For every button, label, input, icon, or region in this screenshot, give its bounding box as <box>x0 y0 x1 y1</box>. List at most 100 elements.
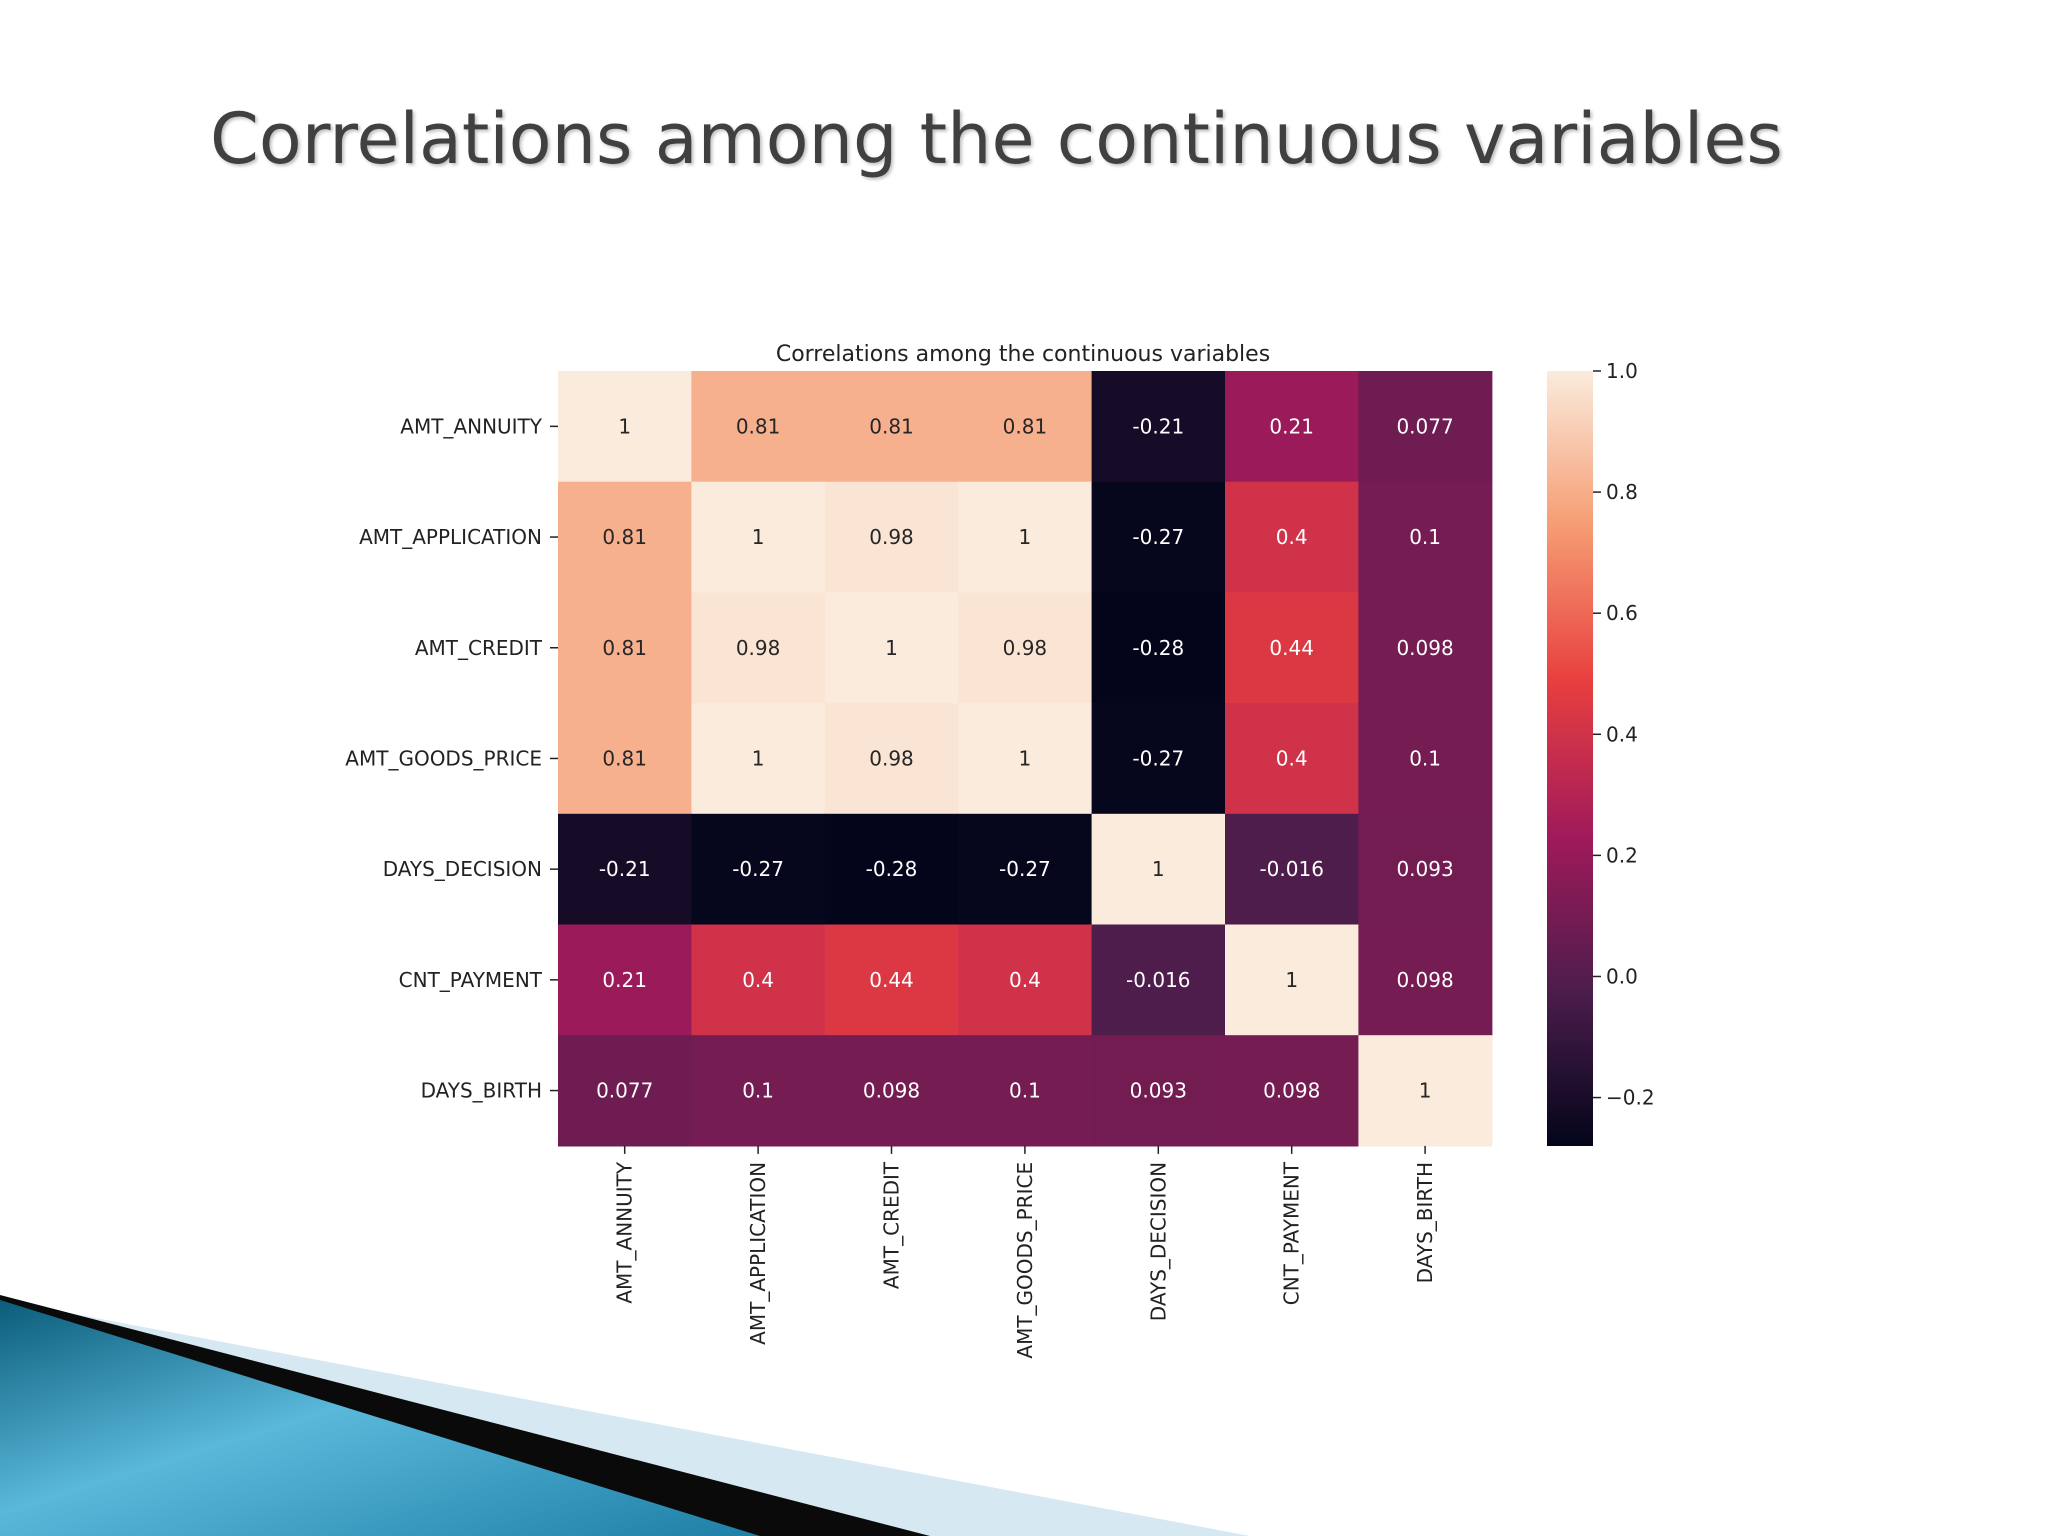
cell-value-label: 0.098 <box>1396 636 1453 660</box>
x-tick-label: AMT_CREDIT <box>880 1161 904 1289</box>
cell-value-label: 0.81 <box>869 414 914 438</box>
heatmap-cell <box>824 592 959 704</box>
cell-value-label: 0.098 <box>863 1079 920 1103</box>
cell-value-label: 0.98 <box>736 636 781 660</box>
heatmap-cell <box>1358 1035 1493 1147</box>
heatmap-cell <box>1358 924 1493 1036</box>
cell-value-label: -0.016 <box>1259 857 1323 881</box>
heatmap-cell <box>558 592 692 704</box>
heatmap-cell <box>558 924 692 1036</box>
heatmap-cell <box>1091 1035 1226 1147</box>
heatmap-cell <box>958 1035 1093 1147</box>
heatmap-cell <box>1225 703 1359 815</box>
heatmap-cell <box>1091 924 1226 1036</box>
colorbar-gradient <box>1547 371 1593 1146</box>
cell-value-label: 0.81 <box>602 746 647 770</box>
cell-value-label: -0.28 <box>1132 636 1184 660</box>
x-tick-label: DAYS_BIRTH <box>1413 1162 1437 1283</box>
cell-value-label: -0.21 <box>599 857 651 881</box>
x-tick-label: DAYS_DECISION <box>1146 1162 1170 1321</box>
colorbar-tick-label: 0.6 <box>1606 601 1638 625</box>
heatmap-cell <box>1358 703 1493 815</box>
cell-value-label: 0.098 <box>1263 1079 1320 1103</box>
heatmap-cell <box>1091 703 1226 815</box>
heatmap-cell <box>558 1035 692 1147</box>
heatmap-cell <box>691 703 826 815</box>
heatmap-cell <box>824 1035 959 1147</box>
cell-value-label: 0.44 <box>869 968 914 992</box>
cell-value-label: 0.4 <box>742 968 774 992</box>
colorbar-tick-label: −0.2 <box>1606 1086 1655 1110</box>
cell-value-label: 0.4 <box>1009 968 1041 992</box>
cell-value-label: 1 <box>752 525 765 549</box>
cell-value-label: -0.27 <box>999 857 1051 881</box>
heatmap-cell <box>1091 371 1226 483</box>
y-axis: AMT_ANNUITY AMT_APPLICATION AMT_CREDIT AMT_… <box>345 414 558 1103</box>
colorbar-tick-label: 0.2 <box>1606 843 1638 867</box>
heatmap-cell <box>1358 371 1493 483</box>
cell-value-label: -0.27 <box>732 857 784 881</box>
cell-value-label: 1 <box>1152 857 1165 881</box>
heatmap-cell <box>1358 481 1493 593</box>
heatmap-cell <box>958 813 1093 926</box>
cell-value-label: 0.1 <box>1409 746 1441 770</box>
x-tick-label: AMT_ANNUITY <box>613 1161 637 1304</box>
heatmap-cell <box>1091 481 1226 593</box>
x-axis: AMT_ANNUITY AMT_APPLICATION AMT_CREDIT AMT_… <box>613 1145 1437 1359</box>
cell-value-label: 0.98 <box>869 746 914 770</box>
cell-value-label: 1 <box>1419 1079 1432 1103</box>
cell-value-label: 1 <box>1019 525 1032 549</box>
heatmap-cell <box>691 924 826 1036</box>
cell-value-label: 0.1 <box>742 1079 774 1103</box>
cell-value-label: 0.098 <box>1396 968 1453 992</box>
cell-value-label: 0.21 <box>602 968 647 992</box>
heatmap-cell <box>691 813 826 926</box>
cell-value-label: -0.28 <box>866 857 918 881</box>
heatmap-cell <box>824 924 959 1036</box>
cell-value-label: 1 <box>885 636 898 660</box>
heatmap-cell <box>1225 1035 1359 1147</box>
cell-value-label: 0.093 <box>1130 1079 1187 1103</box>
heatmap-cell <box>691 1035 826 1147</box>
y-tick-label: DAYS_DECISION <box>383 857 542 881</box>
heatmap-cell <box>958 592 1093 704</box>
heatmap-cell <box>1091 592 1226 704</box>
cell-value-label: 0.1 <box>1409 525 1441 549</box>
x-tick-label: AMT_APPLICATION <box>746 1162 770 1345</box>
y-tick-label: AMT_ANNUITY <box>400 414 543 438</box>
cell-value-label: 0.81 <box>736 414 781 438</box>
colorbar: 1.0 0.8 0.6 0.4 0.2 0.0 −0.2 <box>1547 359 1655 1146</box>
y-tick-label: DAYS_BIRTH <box>421 1079 542 1103</box>
heatmap-cell <box>1225 592 1359 704</box>
heatmap-cell <box>958 481 1093 593</box>
y-tick-label: AMT_APPLICATION <box>359 525 542 549</box>
cell-value-label: 1 <box>1285 968 1298 992</box>
heatmap-cell <box>824 703 959 815</box>
cell-value-label: -0.27 <box>1132 525 1184 549</box>
colorbar-tick-label: 1.0 <box>1606 359 1638 383</box>
cell-value-label: 0.21 <box>1269 414 1314 438</box>
heatmap-cell <box>558 813 692 926</box>
colorbar-tick-label: 0.4 <box>1606 722 1638 746</box>
heatmap-cell <box>1225 481 1359 593</box>
chart-title: Correlations among the continuous variab… <box>776 342 1270 367</box>
cell-value-label: 0.81 <box>602 525 647 549</box>
heatmap-cell <box>558 371 692 483</box>
cell-value-label: 0.1 <box>1009 1079 1041 1103</box>
heatmap-cells: 1 0.81 0.81 0.81 -0.21 0.21 0.077 0.81 1 0.98 1 -0.… <box>558 371 1493 1147</box>
cell-value-label: 0.44 <box>1269 636 1314 660</box>
cell-value-label: 1 <box>752 746 765 770</box>
cell-value-label: 0.077 <box>596 1079 653 1103</box>
heatmap-cell <box>958 703 1093 815</box>
x-tick-label: AMT_GOODS_PRICE <box>1013 1162 1037 1359</box>
heatmap-cell <box>1358 592 1493 704</box>
slide-title: Correlations among the continuous variab… <box>210 98 1783 180</box>
colorbar-tick-label: 0.0 <box>1606 964 1638 988</box>
colorbar-tick-label: 0.8 <box>1606 480 1638 504</box>
x-tick-label: CNT_PAYMENT <box>1280 1161 1304 1305</box>
cell-value-label: 0.98 <box>869 525 914 549</box>
cell-value-label: 0.98 <box>1003 636 1048 660</box>
heatmap-cell <box>958 371 1093 483</box>
